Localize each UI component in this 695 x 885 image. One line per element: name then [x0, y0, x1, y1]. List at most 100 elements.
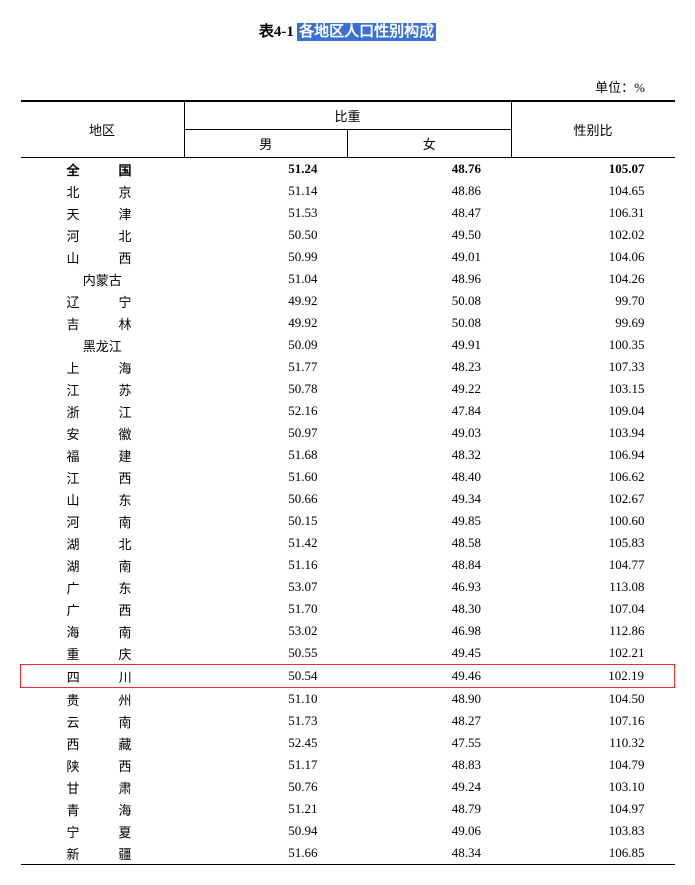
table-row: 广 东53.0746.93113.08: [21, 576, 675, 598]
cell-female: 48.32: [348, 444, 512, 466]
cell-region: 西 藏: [21, 732, 185, 754]
table-row: 内蒙古51.0448.96104.26: [21, 268, 675, 290]
cell-male: 51.60: [184, 466, 348, 488]
cell-ratio: 109.04: [511, 400, 675, 422]
cell-region: 江 苏: [21, 378, 185, 400]
table-row: 湖 南51.1648.84104.77: [21, 554, 675, 576]
cell-region: 青 海: [21, 798, 185, 820]
table-row: 重 庆50.5549.45102.21: [21, 642, 675, 665]
cell-region: 安 徽: [21, 422, 185, 444]
cell-ratio: 104.97: [511, 798, 675, 820]
table-row: 天 津51.5348.47106.31: [21, 202, 675, 224]
cell-female: 48.79: [348, 798, 512, 820]
cell-region: 上 海: [21, 356, 185, 378]
table-row: 江 西51.6048.40106.62: [21, 466, 675, 488]
table-row: 宁 夏50.9449.06103.83: [21, 820, 675, 842]
table-row: 安 徽50.9749.03103.94: [21, 422, 675, 444]
table-row: 新 疆51.6648.34106.85: [21, 842, 675, 865]
cell-male: 51.21: [184, 798, 348, 820]
cell-region: 广 东: [21, 576, 185, 598]
cell-ratio: 99.70: [511, 290, 675, 312]
cell-female: 49.22: [348, 378, 512, 400]
cell-female: 49.06: [348, 820, 512, 842]
cell-female: 48.96: [348, 268, 512, 290]
cell-male: 50.99: [184, 246, 348, 268]
cell-ratio: 104.26: [511, 268, 675, 290]
cell-region: 山 西: [21, 246, 185, 268]
cell-region: 内蒙古: [21, 268, 185, 290]
cell-female: 46.93: [348, 576, 512, 598]
cell-female: 50.08: [348, 312, 512, 334]
cell-female: 48.84: [348, 554, 512, 576]
cell-female: 49.85: [348, 510, 512, 532]
table-title: 表4-1 各地区人口性别构成: [20, 20, 675, 41]
cell-male: 51.16: [184, 554, 348, 576]
cell-female: 48.76: [348, 158, 512, 181]
cell-female: 47.55: [348, 732, 512, 754]
title-prefix: 表4-1: [259, 24, 294, 40]
cell-male: 51.73: [184, 710, 348, 732]
cell-male: 51.17: [184, 754, 348, 776]
cell-ratio: 103.83: [511, 820, 675, 842]
cell-male: 50.15: [184, 510, 348, 532]
table-row: 贵 州51.1048.90104.50: [21, 688, 675, 711]
cell-male: 52.16: [184, 400, 348, 422]
cell-female: 48.83: [348, 754, 512, 776]
cell-male: 51.53: [184, 202, 348, 224]
cell-ratio: 104.06: [511, 246, 675, 268]
cell-region: 黑龙江: [21, 334, 185, 356]
cell-ratio: 113.08: [511, 576, 675, 598]
cell-region: 广 西: [21, 598, 185, 620]
cell-region: 浙 江: [21, 400, 185, 422]
header-proportion: 比重: [184, 101, 511, 130]
cell-female: 49.46: [348, 665, 512, 688]
cell-male: 51.77: [184, 356, 348, 378]
table-row: 江 苏50.7849.22103.15: [21, 378, 675, 400]
cell-ratio: 102.19: [511, 665, 675, 688]
cell-male: 51.42: [184, 532, 348, 554]
cell-region: 湖 北: [21, 532, 185, 554]
cell-male: 50.50: [184, 224, 348, 246]
cell-region: 辽 宁: [21, 290, 185, 312]
table-row: 吉 林49.9250.0899.69: [21, 312, 675, 334]
cell-ratio: 106.85: [511, 842, 675, 865]
cell-region: 海 南: [21, 620, 185, 642]
table-row: 海 南53.0246.98112.86: [21, 620, 675, 642]
table-row: 北 京51.1448.86104.65: [21, 180, 675, 202]
cell-ratio: 105.07: [511, 158, 675, 181]
cell-ratio: 100.35: [511, 334, 675, 356]
cell-ratio: 103.94: [511, 422, 675, 444]
cell-region: 甘 肃: [21, 776, 185, 798]
cell-male: 51.10: [184, 688, 348, 711]
header-male: 男: [184, 130, 348, 158]
cell-female: 49.34: [348, 488, 512, 510]
cell-female: 48.90: [348, 688, 512, 711]
table-row: 西 藏52.4547.55110.32: [21, 732, 675, 754]
cell-region: 山 东: [21, 488, 185, 510]
cell-female: 49.91: [348, 334, 512, 356]
table-row: 浙 江52.1647.84109.04: [21, 400, 675, 422]
table-row: 福 建51.6848.32106.94: [21, 444, 675, 466]
table-row: 陕 西51.1748.83104.79: [21, 754, 675, 776]
cell-male: 50.66: [184, 488, 348, 510]
header-ratio: 性别比: [511, 101, 675, 158]
cell-male: 51.68: [184, 444, 348, 466]
cell-male: 53.02: [184, 620, 348, 642]
cell-male: 50.94: [184, 820, 348, 842]
cell-ratio: 104.50: [511, 688, 675, 711]
cell-male: 49.92: [184, 290, 348, 312]
cell-female: 48.58: [348, 532, 512, 554]
cell-region: 天 津: [21, 202, 185, 224]
cell-ratio: 104.77: [511, 554, 675, 576]
cell-male: 49.92: [184, 312, 348, 334]
table-row: 全 国51.2448.76105.07: [21, 158, 675, 181]
cell-male: 50.54: [184, 665, 348, 688]
cell-region: 北 京: [21, 180, 185, 202]
cell-ratio: 107.33: [511, 356, 675, 378]
cell-region: 四 川: [21, 665, 185, 688]
cell-ratio: 104.65: [511, 180, 675, 202]
cell-male: 51.14: [184, 180, 348, 202]
cell-region: 全 国: [21, 158, 185, 181]
cell-ratio: 103.10: [511, 776, 675, 798]
cell-ratio: 105.83: [511, 532, 675, 554]
